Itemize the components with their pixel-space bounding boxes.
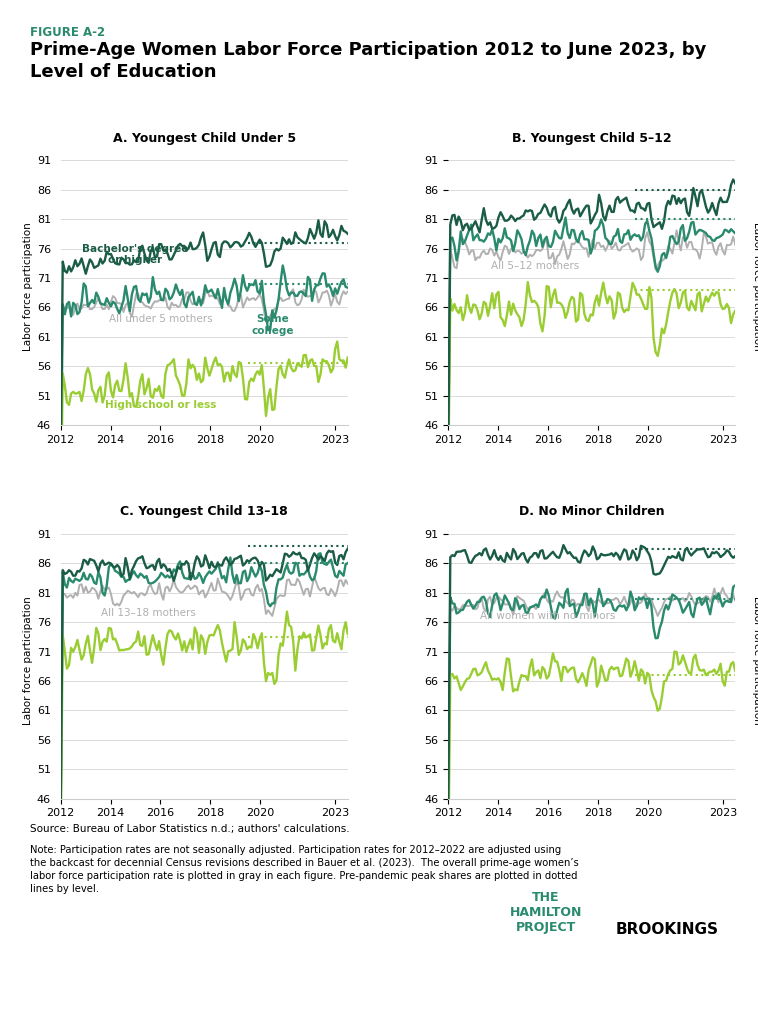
Y-axis label: Labor force participation: Labor force participation	[752, 222, 758, 351]
Text: All women with no minors: All women with no minors	[481, 611, 615, 622]
Text: Note: Participation rates are not seasonally adjusted. Participation rates for 2: Note: Participation rates are not season…	[30, 845, 579, 894]
Text: Source: Bureau of Labor Statistics n.d.; authors' calculations.: Source: Bureau of Labor Statistics n.d.;…	[30, 824, 350, 835]
Text: Some
college: Some college	[252, 314, 294, 336]
Text: Prime-Age Women Labor Force Participation 2012 to June 2023, by
Level of Educati: Prime-Age Women Labor Force Participatio…	[30, 41, 706, 81]
Text: Bachelor's degree
or higher: Bachelor's degree or higher	[83, 244, 189, 265]
Text: All under 5 mothers: All under 5 mothers	[108, 314, 212, 325]
Text: THE
HAMILTON
PROJECT: THE HAMILTON PROJECT	[509, 891, 582, 934]
Text: All 13–18 mothers: All 13–18 mothers	[101, 608, 196, 618]
Y-axis label: Labor force participation: Labor force participation	[23, 222, 33, 351]
Y-axis label: Labor force participation: Labor force participation	[23, 596, 33, 725]
Title: D. No Minor Children: D. No Minor Children	[519, 505, 665, 518]
Text: All 5–12 mothers: All 5–12 mothers	[491, 261, 580, 271]
Y-axis label: Labor force participation: Labor force participation	[752, 596, 758, 725]
Text: BROOKINGS: BROOKINGS	[615, 922, 719, 937]
Title: A. Youngest Child Under 5: A. Youngest Child Under 5	[113, 131, 296, 144]
Text: FIGURE A-2: FIGURE A-2	[30, 26, 105, 39]
Title: B. Youngest Child 5–12: B. Youngest Child 5–12	[512, 131, 672, 144]
Text: High school or less: High school or less	[105, 399, 216, 410]
Title: C. Youngest Child 13–18: C. Youngest Child 13–18	[121, 505, 288, 518]
